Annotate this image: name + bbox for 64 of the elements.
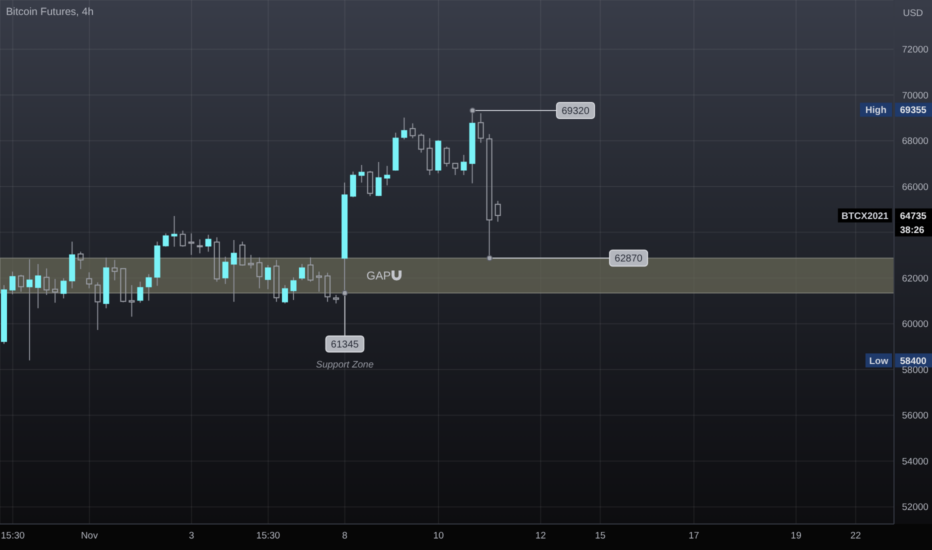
y-axis-title: USD [902,8,924,19]
x-tick-label: 22 [850,530,861,542]
annotation: Support Zone [316,360,374,371]
price-tag: 38:26 [895,222,932,236]
candlestick [426,138,433,176]
candlestick [188,232,194,256]
candlestick [316,271,322,292]
candlestick [35,264,42,309]
price-tag: 62870 [609,250,648,267]
y-tick-label: 70000 [902,90,928,102]
candlestick [384,165,390,186]
candlestick [52,278,58,304]
price-tag: 69320 [556,102,596,120]
annotation: BTCX2021 [841,210,890,222]
candlestick [230,240,237,302]
price-tag: Low [865,353,892,368]
x-tick-label: 3 [188,530,194,542]
y-tick-label: 58000 [902,364,928,376]
y-tick-label: 66000 [902,182,928,193]
annotation: 69355 [900,105,928,116]
candlestick [248,254,254,269]
price-tag: High [860,102,892,117]
candlestick [460,154,467,176]
candlestick [154,241,160,286]
y-tick-label: 68000 [902,136,928,148]
annotation: 69320 [562,106,590,118]
candlestick [112,259,118,281]
candlestick [196,238,203,254]
x-tick-label: 17 [688,530,700,542]
price-tag: 61345 [325,336,364,352]
y-tick-label: 72000 [902,44,928,56]
annotation: 62870 [614,254,643,265]
y-tick-label: 54000 [902,456,928,468]
candlestick [10,271,16,295]
text: Bitcoin Futures, 4h [6,6,94,18]
candlestick [128,284,135,318]
candlestick [26,258,33,361]
annotation: 61345 [330,340,360,351]
x-tick-label: 15:30 [0,530,25,542]
candlestick [44,268,50,296]
price-tag: BTCX2021 [838,208,892,222]
band-label: GAP [366,270,392,283]
annotation: High [865,105,887,116]
candlestick [171,216,178,248]
y-tick-label: 56000 [902,410,928,422]
candlestick [478,112,484,144]
x-tick-label: 12 [535,530,546,542]
annotation: Low [869,356,889,367]
x-tick-label: 15 [594,530,606,542]
x-tick-label: Nov [80,530,98,542]
y-tick-label: 52000 [902,502,928,514]
candlestick [358,164,365,184]
y-tick-label: 62000 [902,273,928,284]
y-tick-label: 60000 [902,319,928,330]
candlestick [69,241,76,289]
price-tag: 58400 [895,353,932,368]
x-tick-label: 10 [433,530,444,542]
price-tag: 69355 [895,102,932,117]
annotation: 58400 [900,356,926,367]
candlestick [146,274,152,302]
x-tick-label: 19 [790,530,802,542]
price-tag: 64735 [895,208,932,222]
x-tick-label: 8 [342,530,348,542]
x-tick-label: 15:30 [256,530,280,542]
